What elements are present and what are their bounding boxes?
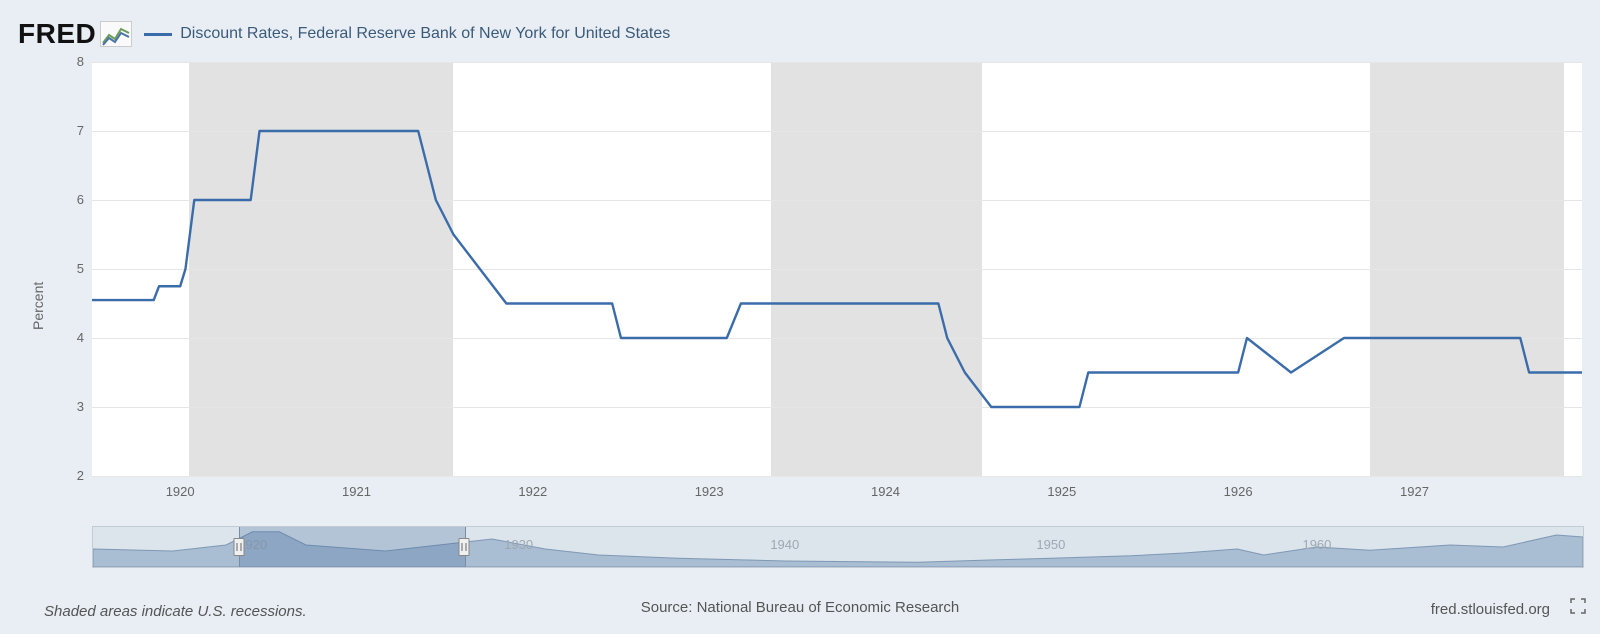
navigator-handle-left[interactable] <box>234 538 245 556</box>
navigator-decade-label: 1960 <box>1302 537 1331 552</box>
navigator-decade-label: 1940 <box>770 537 799 552</box>
y-tick-label: 5 <box>54 261 84 276</box>
page-root: FRED Discount Rates, Federal Reserve Ban… <box>0 0 1600 634</box>
gridline <box>92 476 1582 477</box>
gridline <box>92 407 1582 408</box>
y-tick-label: 4 <box>54 330 84 345</box>
navigator-selection[interactable] <box>239 527 466 567</box>
chart-header: FRED Discount Rates, Federal Reserve Ban… <box>18 18 670 50</box>
gridline <box>92 338 1582 339</box>
x-tick-label: 1920 <box>166 484 195 499</box>
x-tick-label: 1927 <box>1400 484 1429 499</box>
x-tick-label: 1925 <box>1047 484 1076 499</box>
fred-logo-chart-icon <box>100 21 132 47</box>
legend-swatch <box>144 33 172 36</box>
site-url: fred.stlouisfed.org <box>1431 601 1550 618</box>
fullscreen-icon[interactable] <box>1570 598 1586 614</box>
chart-footer: Shaded areas indicate U.S. recessions. S… <box>0 596 1600 620</box>
y-tick-label: 2 <box>54 468 84 483</box>
gridline <box>92 269 1582 270</box>
y-tick-label: 7 <box>54 123 84 138</box>
x-tick-label: 1922 <box>518 484 547 499</box>
x-tick-label: 1921 <box>342 484 371 499</box>
gridline <box>92 131 1582 132</box>
y-tick-label: 6 <box>54 192 84 207</box>
range-navigator[interactable]: 19201930194019501960 <box>92 526 1584 568</box>
navigator-handle-right[interactable] <box>459 538 470 556</box>
navigator-decade-label: 1930 <box>504 537 533 552</box>
x-tick-label: 1926 <box>1224 484 1253 499</box>
fred-logo-text: FRED <box>18 18 96 50</box>
source-text: Source: National Bureau of Economic Rese… <box>641 599 960 616</box>
legend: Discount Rates, Federal Reserve Bank of … <box>144 25 670 43</box>
gridline <box>92 62 1582 63</box>
gridline <box>92 200 1582 201</box>
y-tick-label: 8 <box>54 54 84 69</box>
y-axis-label: Percent <box>30 282 46 330</box>
x-tick-label: 1923 <box>695 484 724 499</box>
y-tick-label: 3 <box>54 399 84 414</box>
navigator-decade-label: 1950 <box>1036 537 1065 552</box>
recession-note: Shaded areas indicate U.S. recessions. <box>44 603 307 620</box>
x-tick-label: 1924 <box>871 484 900 499</box>
fred-logo[interactable]: FRED <box>18 18 132 50</box>
legend-label: Discount Rates, Federal Reserve Bank of … <box>180 25 670 43</box>
main-chart[interactable] <box>92 62 1582 476</box>
